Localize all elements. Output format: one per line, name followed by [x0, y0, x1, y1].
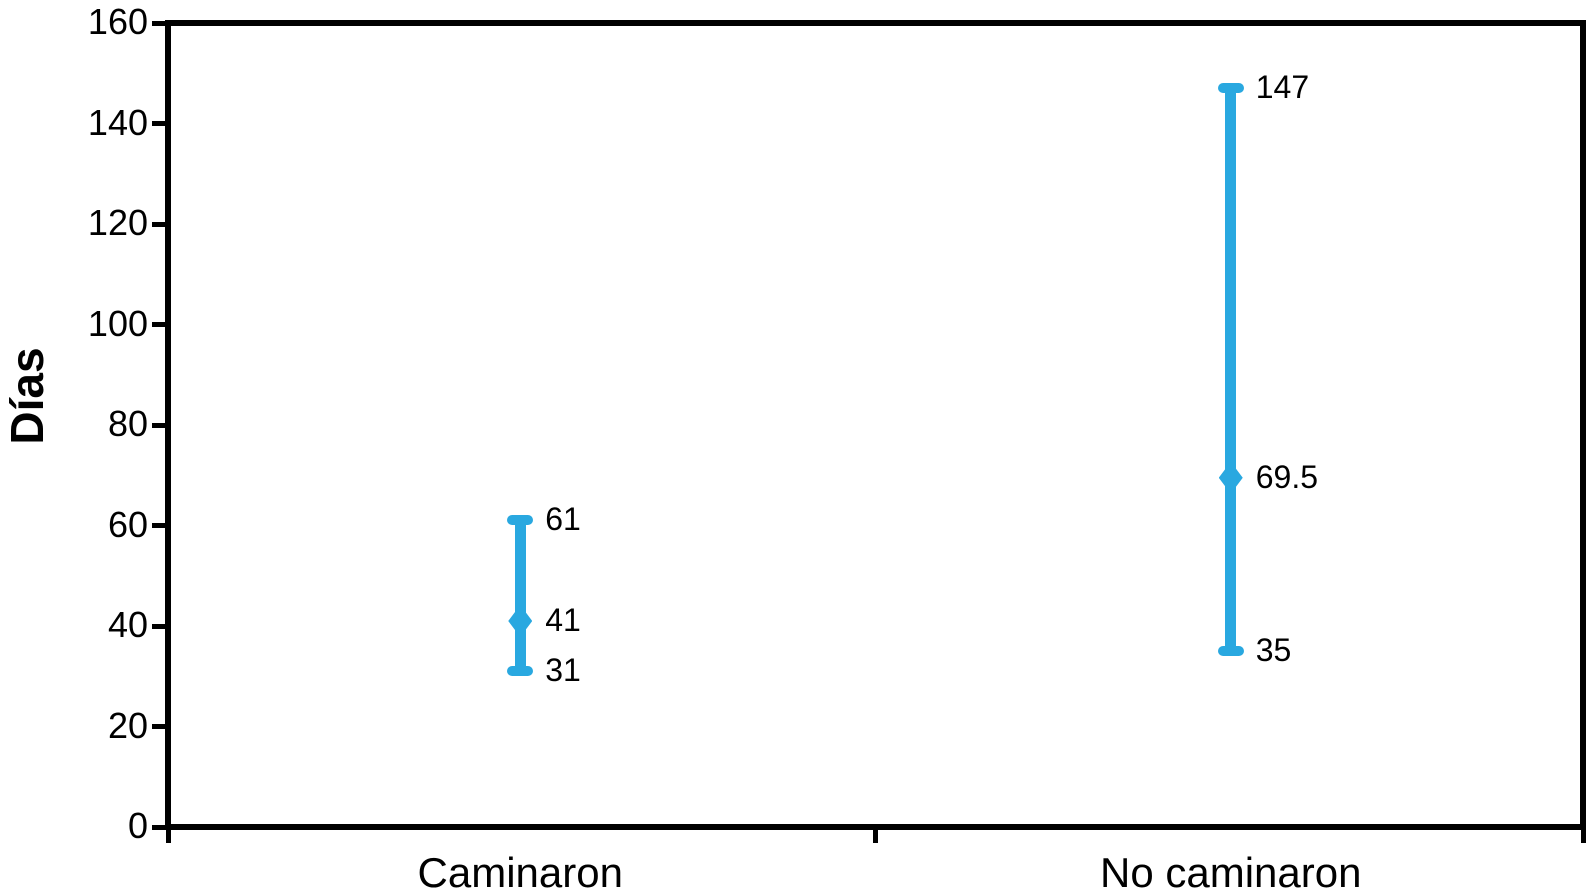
x-axis-tick — [1580, 830, 1586, 843]
error-bar-cap-min — [1217, 646, 1244, 657]
x-axis-category-label: No caminaron — [1100, 849, 1362, 896]
value-label-min: 31 — [545, 651, 581, 688]
error-bar-cap-min — [507, 666, 534, 677]
y-axis-tick-label: 100 — [87, 302, 148, 344]
x-axis-tick — [873, 830, 878, 843]
y-axis-tick-label: 0 — [127, 805, 148, 847]
y-axis-tick-label: 20 — [107, 704, 148, 746]
y-axis-tick — [152, 623, 165, 629]
y-axis-tick-label: 120 — [87, 202, 148, 244]
y-axis-tick-label: 160 — [87, 1, 148, 43]
y-axis-tick — [152, 422, 165, 428]
value-label-max: 61 — [545, 501, 581, 538]
y-axis-tick — [152, 322, 165, 327]
y-axis-tick — [152, 121, 165, 126]
y-axis-tick — [152, 221, 165, 227]
x-axis-tick — [165, 830, 171, 843]
value-label-min: 35 — [1255, 631, 1292, 668]
y-axis-tick-label: 80 — [107, 403, 148, 445]
y-axis-tick — [152, 20, 165, 26]
plot-area-frame — [165, 20, 1586, 830]
value-label-max: 147 — [1255, 69, 1310, 106]
y-axis-tick-label: 40 — [107, 604, 148, 646]
error-bar-line — [1225, 88, 1237, 652]
y-axis-tick — [152, 523, 165, 528]
value-label-mid: 69.5 — [1255, 458, 1319, 495]
error-bar-cap-max — [1217, 83, 1244, 94]
y-axis-tick-label: 60 — [107, 503, 148, 545]
y-axis-tick — [152, 724, 165, 729]
x-axis-category-label: Caminaron — [417, 849, 623, 896]
y-axis-tick-label: 140 — [87, 101, 148, 143]
error-bar-line — [514, 520, 526, 672]
y-axis-tick — [152, 824, 165, 830]
error-bar-cap-max — [507, 515, 534, 526]
value-label-mid: 41 — [545, 601, 581, 638]
